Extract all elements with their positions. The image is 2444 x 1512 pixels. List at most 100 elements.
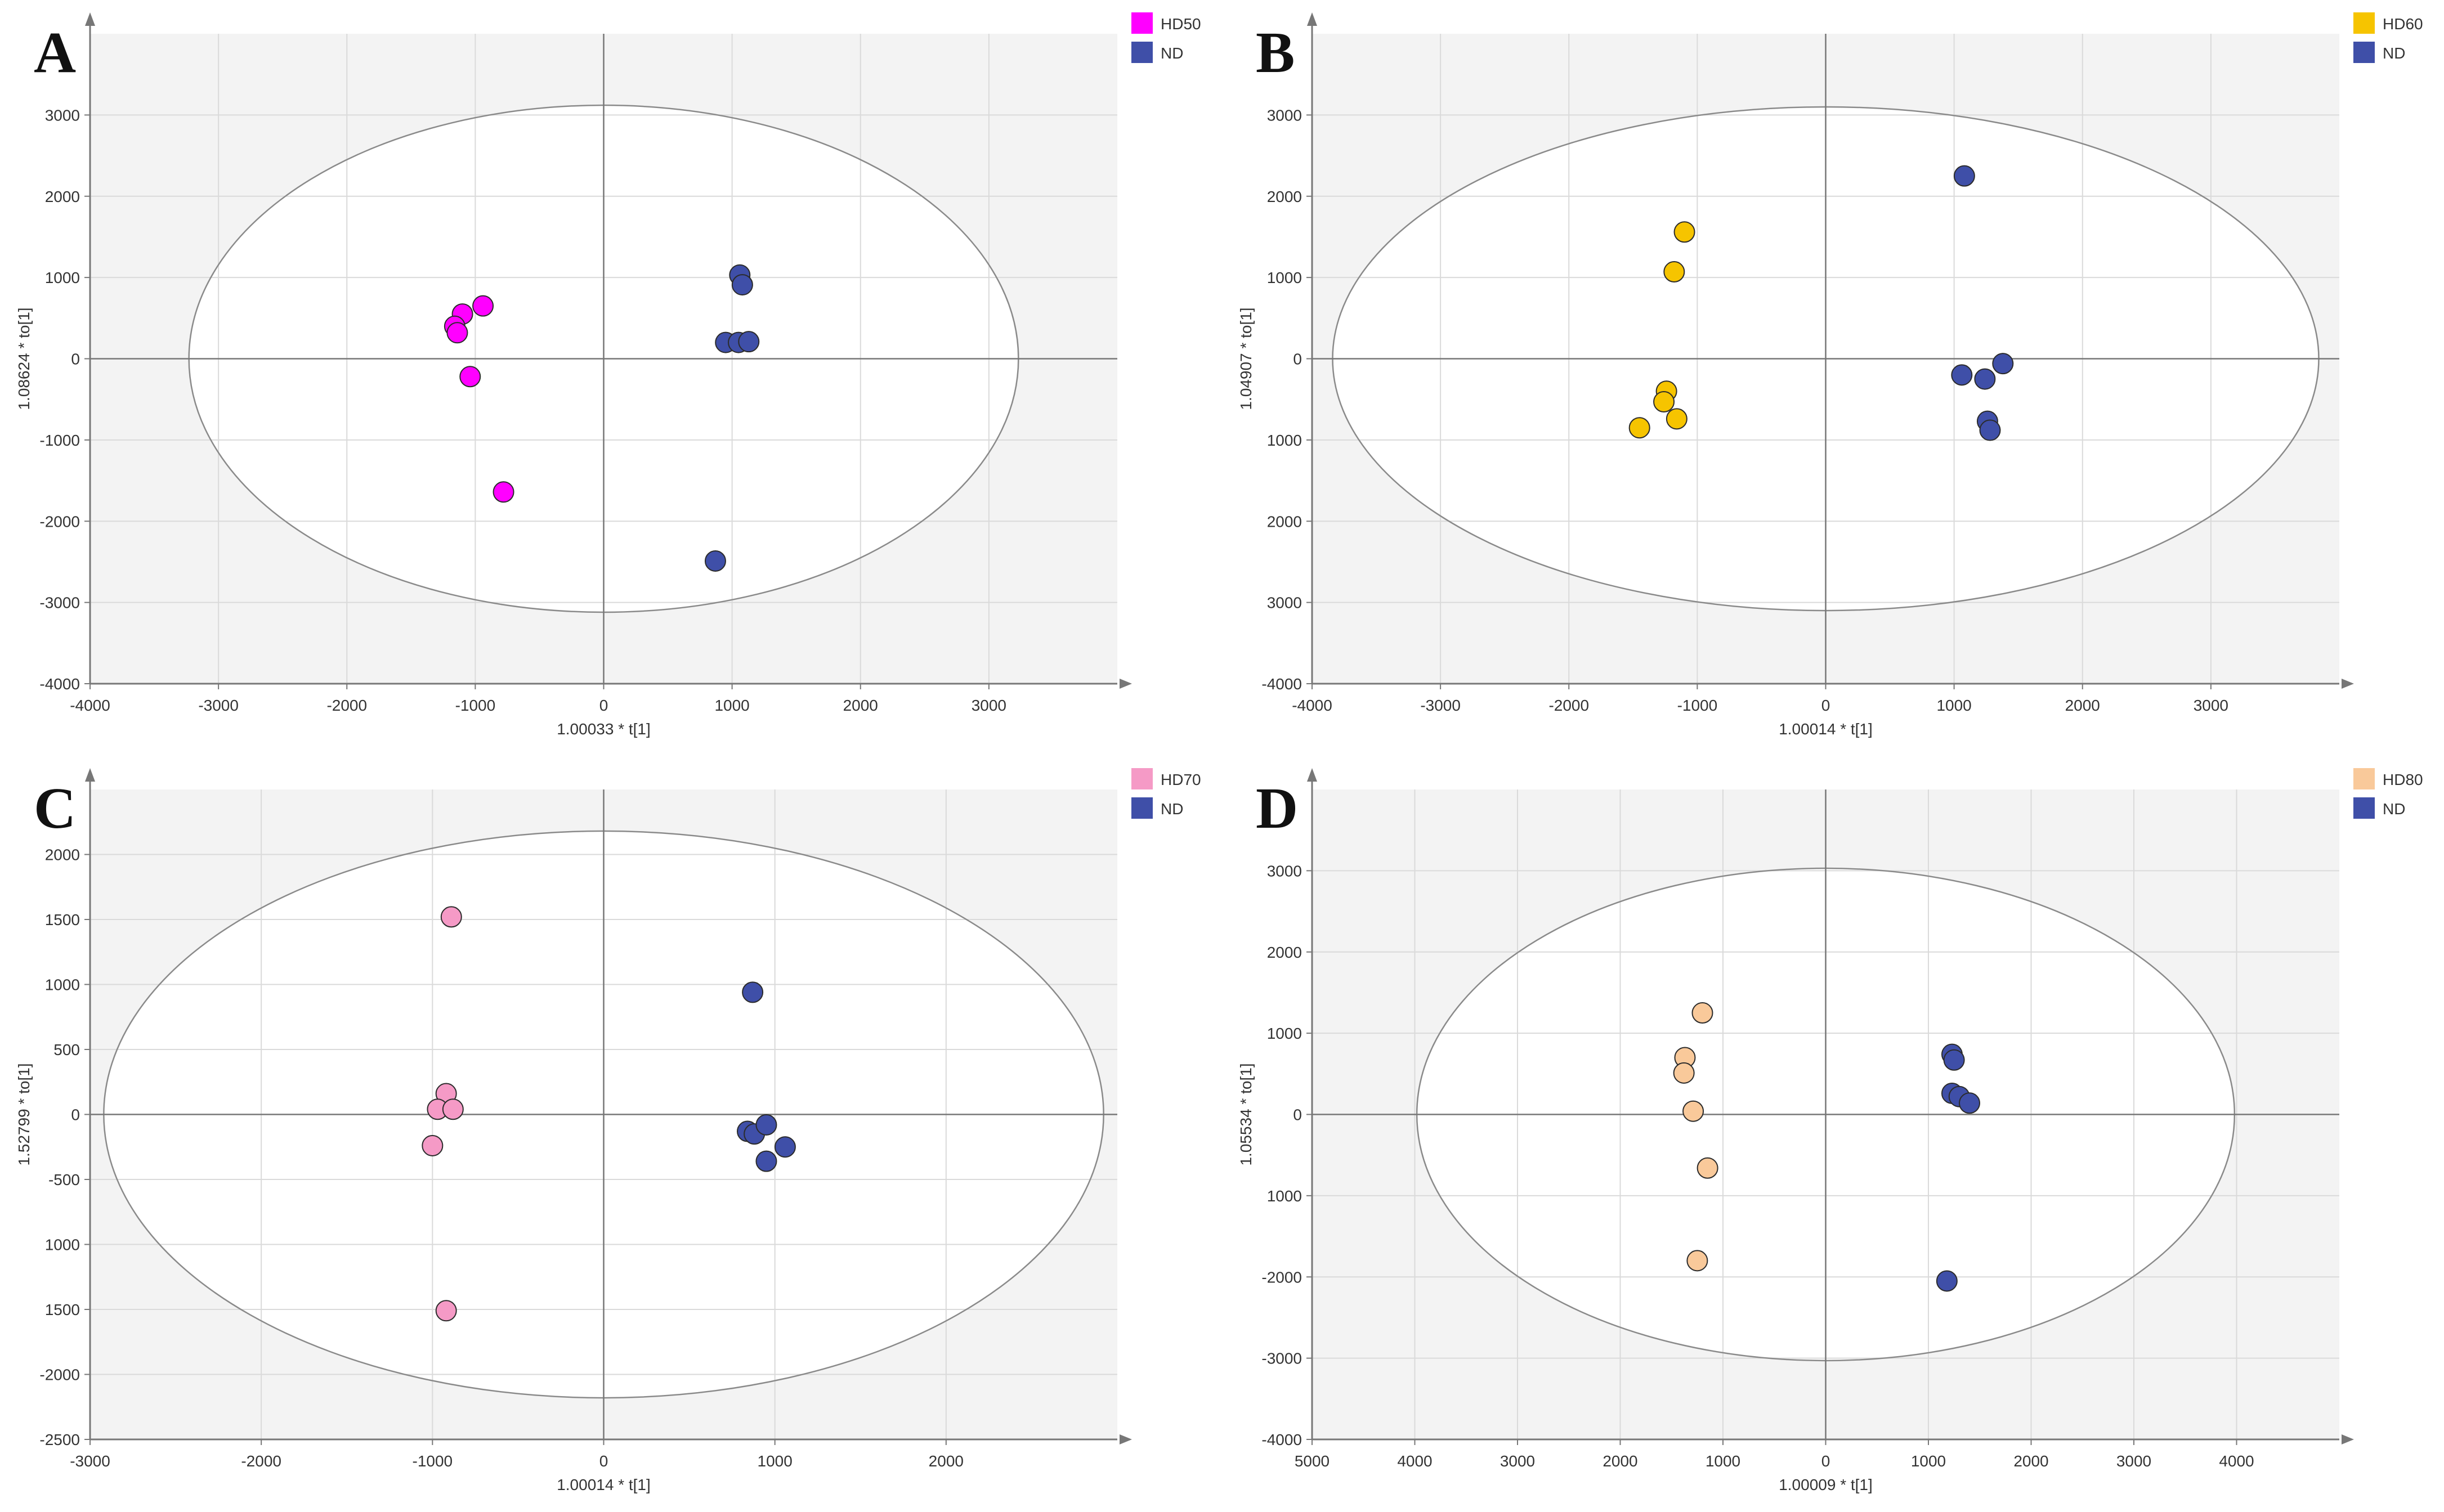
data-point-hd60 [1673,221,1695,243]
x-axis-arrow-icon [2342,1434,2354,1444]
y-axis-label: 1.52799 * to[1] [15,1063,33,1165]
y-tick-label: -3000 [1261,1350,1302,1367]
data-point-hd70 [422,1134,444,1156]
y-tick-label: 3000 [45,106,80,124]
y-axis-arrow-icon [85,768,95,782]
data-point-hd80 [1682,1100,1704,1122]
x-tick-label: -1000 [1677,697,1718,714]
x-tick-label: 3000 [2116,1452,2151,1470]
x-tick-label: -3000 [70,1452,110,1470]
y-axis-arrow-icon [1307,12,1317,26]
data-point-nd [1953,165,1975,187]
y-tick-label: 3000 [1267,862,1302,880]
y-tick-label: -3000 [39,594,80,612]
x-tick-label: 1000 [758,1452,793,1470]
y-tick-label: 0 [71,351,80,368]
x-axis-arrow-icon [1120,679,1132,689]
data-point-nd [1951,364,1973,386]
y-tick-label: -500 [48,1171,80,1188]
panel-letter: A [34,20,76,85]
x-tick-label: -1000 [455,697,496,714]
data-point-nd [1992,353,2014,375]
x-tick-label: -4000 [1292,697,1332,714]
x-tick-label: 3000 [2194,697,2228,714]
x-axis-arrow-icon [1120,1434,1132,1444]
y-tick-label: 0 [1293,1106,1302,1124]
x-axis-arrow-icon [2342,679,2354,689]
plot-content [1312,789,2339,1439]
x-tick-label: 1000 [1911,1452,1946,1470]
panel-letter: B [1256,20,1295,85]
data-point-nd [738,331,760,353]
panel-d: 5000 4000 3000 2000 1000 0 1000 2000 3000 4000 -40… [1222,756,2444,1511]
y-tick-label: 1500 [45,1301,80,1318]
plot-content [1312,34,2339,684]
x-tick-label: 1000 [714,697,749,714]
y-tick-label: -4000 [39,675,80,693]
legend-label: HD70 [1161,771,1201,788]
y-tick-label: 1000 [45,269,80,286]
y-tick-label: 3000 [1267,106,1302,124]
x-tick-label: 4000 [2219,1452,2254,1470]
x-tick-label: 1000 [1936,697,1971,714]
data-point-nd [704,550,726,572]
data-point-nd [1943,1049,1965,1071]
data-point-hd80 [1686,1250,1708,1272]
y-tick-label: 1000 [45,976,80,994]
y-tick-label: 1000 [1267,1025,1302,1042]
y-tick-label: 1000 [45,1236,80,1254]
y-axis-arrow-icon [1307,768,1317,782]
x-tick-label: -3000 [1420,697,1461,714]
x-tick-label: -3000 [198,697,239,714]
x-tick-label: 2000 [2065,697,2100,714]
y-tick-label: -2000 [39,1366,80,1384]
legend-label: ND [2383,44,2405,62]
y-tick-label: 1000 [1267,432,1302,449]
x-axis-label: 1.00033 * t[1] [557,720,651,738]
x-tick-label: 0 [599,697,608,714]
scatter-plot-d: 5000 4000 3000 2000 1000 0 1000 2000 3000 4000 -40… [1237,768,2423,1493]
y-axis-arrow-icon [85,12,95,26]
data-point-hd80 [1673,1062,1695,1084]
y-tick-label: 2000 [1267,188,1302,205]
x-tick-label: 2000 [2013,1452,2048,1470]
plot-content [90,34,1117,684]
data-point-nd [1974,368,1996,390]
legend-swatch [1131,768,1153,789]
y-axis-label: 1.04907 * to[1] [1237,307,1255,410]
legend-swatch [2353,42,2375,63]
panel-a: -4000 -3000 -2000 -1000 0 1000 2000 3000 -4000 -3… [0,0,1222,756]
data-point-hd50 [446,322,468,344]
x-tick-label: 2000 [843,697,878,714]
legend-swatch [1131,42,1153,63]
y-tick-label: 500 [53,1041,80,1058]
y-tick-label: 2000 [1267,513,1302,530]
x-tick-label: 1000 [1706,1452,1740,1470]
x-tick-label: 3000 [972,697,1006,714]
scatter-plot-a: -4000 -3000 -2000 -1000 0 1000 2000 3000 -4000 -3… [15,12,1201,738]
y-tick-label: -4000 [1261,675,1302,693]
x-tick-label: 5000 [1295,1452,1330,1470]
data-point-nd [755,1150,777,1172]
y-tick-label: -2000 [1261,1268,1302,1286]
data-point-hd70 [442,1098,464,1120]
y-tick-label: -1000 [39,432,80,449]
x-tick-label: 4000 [1397,1452,1432,1470]
legend-label: ND [1161,44,1183,62]
data-point-nd [1959,1092,1980,1114]
data-point-nd [1936,1270,1958,1292]
y-tick-label: 1000 [1267,1187,1302,1205]
x-axis-label: 1.00009 * t[1] [1779,1476,1873,1493]
legend-swatch [2353,12,2375,34]
data-point-hd60 [1653,391,1675,413]
x-tick-label: 2000 [1603,1452,1637,1470]
x-axis-label: 1.00014 * t[1] [1779,720,1873,738]
data-point-hd60 [1628,417,1650,439]
x-axis-label: 1.00014 * t[1] [557,1476,651,1493]
panel-letter: C [34,776,76,841]
data-point-nd [755,1114,777,1136]
x-tick-label: -2000 [241,1452,281,1470]
legend-label: ND [2383,800,2405,818]
panel-c: -3000 -2000 -1000 0 1000 2000 -2500 -2000 1500 10… [0,756,1222,1511]
data-point-hd70 [440,906,462,928]
